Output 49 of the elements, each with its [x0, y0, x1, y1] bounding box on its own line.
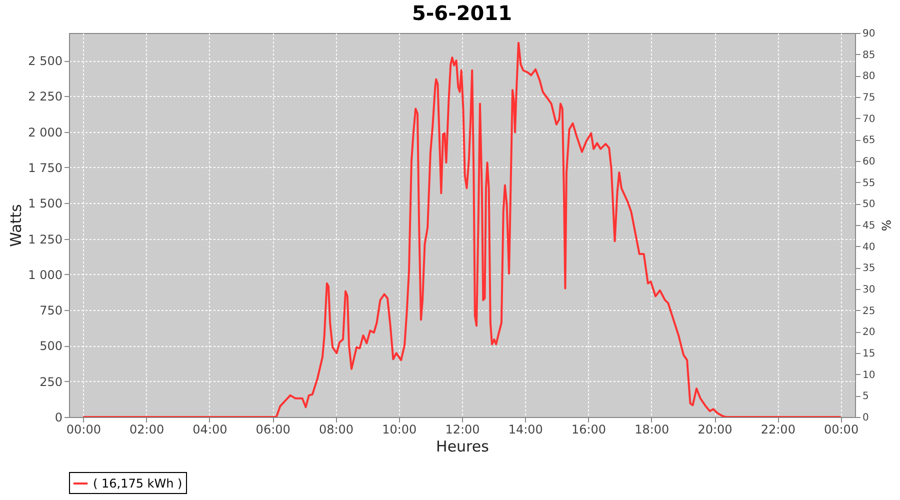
- y-tick-label: 2 000: [28, 125, 62, 140]
- x-tick-label: 00:00: [66, 422, 101, 436]
- x-tick-label: 22:00: [760, 422, 796, 436]
- y2-tick-label: 60: [862, 156, 876, 168]
- x-tick-label: 00:00: [824, 422, 859, 436]
- y2-tick-label: 55: [862, 178, 876, 189]
- x-tick-label: 20:00: [698, 422, 732, 436]
- y-tick-label: 1 000: [28, 268, 62, 282]
- y2-tick-label: 25: [862, 306, 876, 317]
- y-tick-label: 1 250: [28, 232, 62, 246]
- x-tick-label: 18:00: [634, 422, 670, 436]
- y2-tick-label: 0: [862, 412, 869, 424]
- y2-tick-label: 85: [862, 50, 876, 61]
- y2-tick-label: 70: [862, 114, 876, 125]
- y2-tick-label: 15: [862, 348, 876, 360]
- y2-tick-label: 80: [862, 71, 876, 82]
- chart-title: 5-6-2011: [412, 1, 512, 25]
- y2-tick-label: 20: [862, 327, 876, 338]
- y-tick-label: 0: [54, 410, 62, 424]
- x-tick-label: 04:00: [192, 422, 228, 436]
- y2-tick-label: 65: [862, 135, 876, 146]
- x-tick-label: 16:00: [571, 422, 606, 436]
- y2-tick-label: 10: [862, 370, 876, 381]
- y-tick-label: 2 250: [28, 90, 62, 104]
- y-tick-label: 750: [40, 304, 62, 318]
- line-series: [82, 42, 842, 417]
- y-tick-label: 1 500: [28, 196, 62, 211]
- y2-tick-label: 45: [862, 220, 876, 232]
- x-tick-label: 10:00: [382, 422, 417, 436]
- legend-label: ( 16,175 kWh ): [93, 476, 182, 490]
- y2-tick-label: 75: [862, 92, 876, 104]
- x-axis-title: Heures: [436, 438, 490, 456]
- y-tick-label: 250: [40, 374, 62, 389]
- y2-axis-title: %: [879, 220, 894, 232]
- y2-tick-label: 35: [862, 263, 876, 274]
- y2-tick-label: 5: [862, 391, 869, 402]
- y2-tick-label: 90: [862, 28, 876, 40]
- y-tick-label: 2 500: [28, 54, 62, 68]
- x-tick-label: 08:00: [318, 422, 354, 436]
- x-tick-label: 14:00: [508, 422, 543, 436]
- y2-tick-label: 30: [862, 284, 876, 296]
- y-tick-label: 500: [40, 339, 62, 354]
- x-tick-label: 12:00: [445, 422, 480, 436]
- x-tick-label: 06:00: [256, 422, 290, 436]
- y2-tick-label: 40: [862, 242, 876, 253]
- y-tick-label: 1 750: [28, 160, 62, 175]
- x-tick-label: 02:00: [130, 422, 164, 436]
- y2-tick-label: 50: [862, 199, 876, 210]
- y-axis-title: Watts: [7, 204, 26, 247]
